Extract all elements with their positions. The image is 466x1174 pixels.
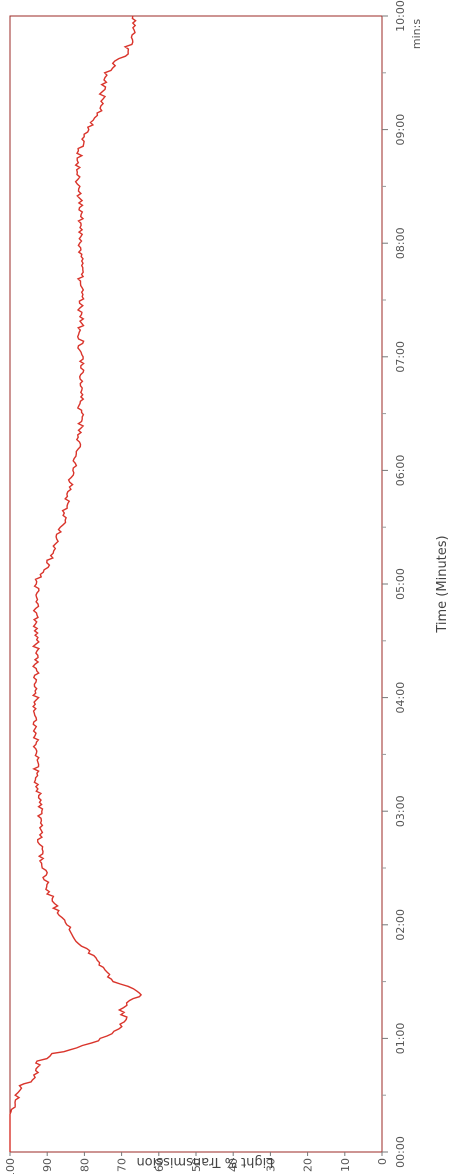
y-tick-label: 100 (4, 1158, 17, 1174)
x-tick-label: 03:00 (394, 795, 407, 827)
x-tick-label: 01:00 (394, 1023, 407, 1055)
plot-frame (9, 15, 383, 1153)
x-tick-label: 10:00 (394, 0, 407, 32)
x-tick-label: 04:00 (394, 682, 407, 714)
x-tick-label: 09:00 (394, 114, 407, 146)
y-tick-label: 90 (41, 1158, 54, 1172)
x-tick-label: 05:00 (394, 568, 407, 600)
x-tick-label: 06:00 (394, 455, 407, 487)
y-tick-label: 30 (264, 1158, 277, 1172)
y-tick-label: 80 (78, 1158, 91, 1172)
x-tick-label: 07:00 (394, 341, 407, 373)
y-axis-ticks: 0 10 20 30 40 50 60 70 80 90 100 (4, 1152, 389, 1174)
x-axis-ticks: 00:00 01:00 02:00 03:00 04:00 05:00 06:00 07:00… (382, 0, 407, 1168)
y-tick-label: 0 (376, 1158, 389, 1165)
x-tick-label: 08:00 (394, 227, 407, 259)
chart-rotated-group: 00:00 01:00 02:00 03:00 04:00 05:00 06:00 07:00… (4, 0, 450, 1174)
x-unit-label: min:s (410, 19, 423, 49)
series-line (9, 15, 143, 1152)
y-tick-label: 40 (227, 1158, 240, 1172)
y-tick-label: 20 (302, 1158, 315, 1172)
y-axis-title: Light % Transmission (136, 1154, 273, 1169)
x-tick-label: 02:00 (394, 909, 407, 941)
y-tick-label: 10 (339, 1158, 352, 1172)
y-tick-label: 50 (190, 1158, 203, 1172)
x-tick-label: 00:00 (394, 1136, 407, 1168)
y-tick-label: 60 (153, 1158, 166, 1172)
x-axis-title: Time (Minutes) (435, 535, 450, 633)
y-tick-label: 70 (116, 1158, 129, 1172)
